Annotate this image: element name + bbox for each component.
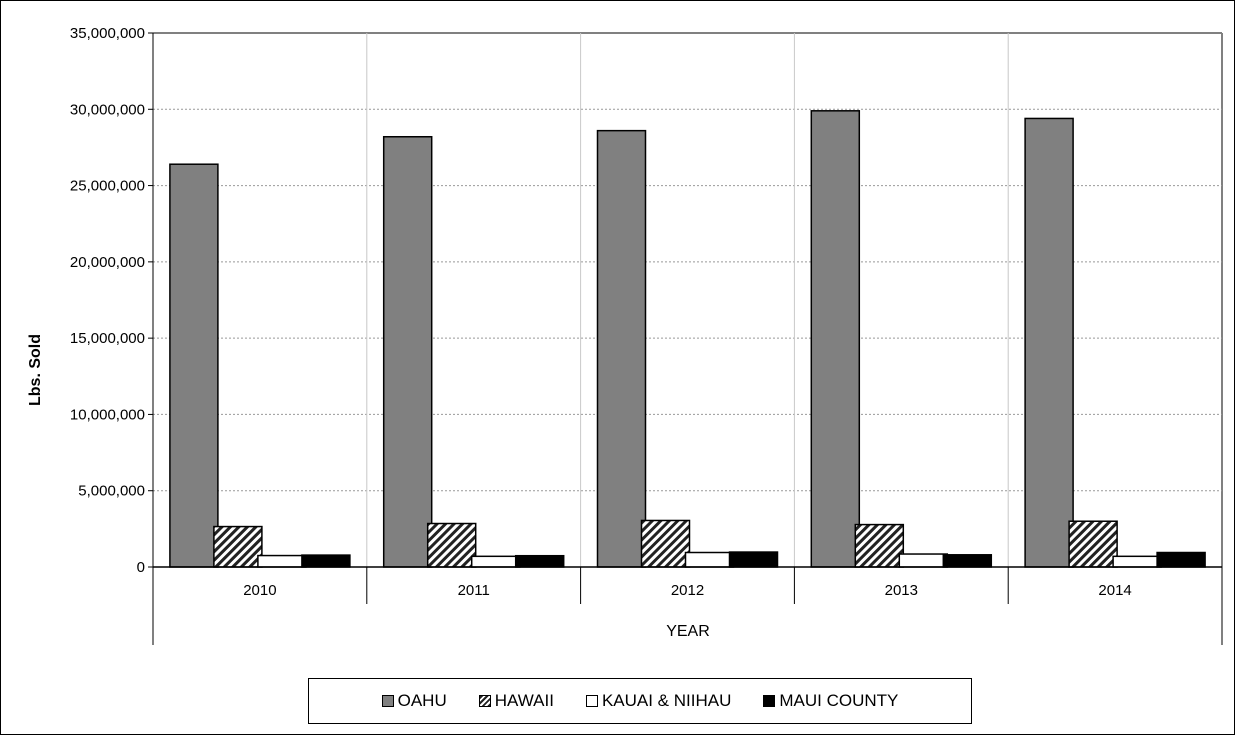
x-axis: 2010 2011 2012 2013 2014 (152, 33, 1223, 645)
bar-kauai-niihau-2010 (257, 554, 307, 568)
bar-maui-county-2011 (514, 554, 565, 568)
legend-label: OAHU (397, 691, 447, 710)
y-tick-label: 35,000,000 (70, 25, 145, 42)
bar-maui-county-2013 (942, 554, 993, 568)
legend-label: MAUI COUNTY (779, 691, 899, 710)
gridlines (153, 32, 1223, 567)
legend-swatch (585, 695, 598, 707)
y-tick-label: 10,000,000 (70, 406, 145, 423)
y-tick-label: 30,000,000 (70, 101, 145, 118)
y-tick-label: 15,000,000 (70, 330, 145, 347)
bar-hawaii-2012 (640, 519, 691, 568)
bar-maui-county-2012 (728, 551, 779, 568)
x-tick-label: 2011 (458, 582, 490, 599)
bar-hawaii-2013 (854, 523, 905, 568)
bar-kauai-niihau-2014 (1112, 555, 1162, 568)
bar-maui-county-2014 (1156, 551, 1206, 568)
legend-item-kauai-niihau: KAUAI & NIIHAU (585, 691, 732, 711)
y-tick-label: 5,000,000 (78, 483, 145, 500)
y-axis-title: Lbs. Sold (27, 334, 44, 406)
y-tick-label: 20,000,000 (70, 254, 145, 271)
y-axis-ticks: 0 5,000,000 10,000,000 15,000,000 20,000,000… (70, 25, 153, 576)
bar-oahu-2012 (596, 129, 647, 568)
bar-oahu-2013 (810, 110, 861, 568)
bar-maui-county-2010 (301, 554, 351, 568)
y-tick-label: 25,000,000 (70, 178, 145, 195)
bar-hawaii-2011 (426, 522, 477, 568)
legend-swatch (763, 695, 776, 707)
x-tick-label: 2010 (243, 582, 276, 599)
legend-swatch (478, 695, 491, 707)
bar-oahu-2010 (169, 163, 219, 568)
bar-kauai-niihau-2012 (684, 551, 735, 568)
legend-swatch (381, 695, 394, 707)
x-tick-label: 2012 (671, 582, 704, 599)
x-tick-label: 2014 (1098, 582, 1131, 599)
y-tick-label: 0 (137, 559, 145, 576)
x-axis-title: YEAR (666, 623, 710, 640)
bar-oahu-2011 (382, 135, 433, 568)
legend-item-oahu: OAHU (381, 691, 447, 711)
bar-kauai-niihau-2013 (898, 553, 949, 568)
legend-label: KAUAI & NIIHAU (601, 691, 732, 710)
legend-item-hawaii: HAWAII (478, 691, 554, 711)
bar-kauai-niihau-2011 (470, 555, 521, 568)
legend-label: HAWAII (494, 691, 554, 710)
legend-item-maui-county: MAUI COUNTY (763, 691, 898, 711)
bars (169, 110, 1206, 568)
bar-hawaii-2014 (1068, 520, 1118, 568)
bar-oahu-2014 (1024, 117, 1074, 568)
bar-hawaii-2010 (213, 525, 263, 568)
x-tick-label: 2013 (885, 582, 918, 599)
legend: OAHU HAWAII KAUAI & NIIHAU MAUI COUNTY (308, 678, 972, 724)
